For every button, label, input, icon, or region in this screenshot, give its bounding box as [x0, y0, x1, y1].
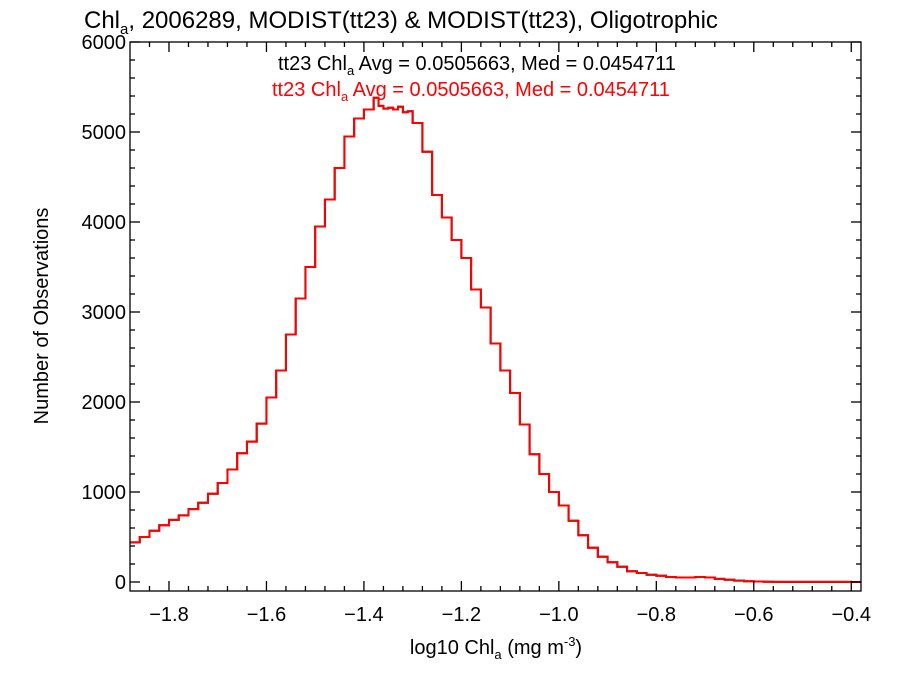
x-tick-label-0: −1.8	[149, 604, 188, 626]
x-axis-label: log10 Chla (mg m-3)	[410, 634, 582, 662]
x-axis-label-subscript: a	[494, 647, 502, 662]
ticks-layer: −1.8 −1.6 −1.4 −1.2 −1.0 −0.8 −0.6 −0.4 0 1000 200…	[82, 32, 871, 626]
annotation-black: tt23 Chla Avg = 0.0505663, Med = 0.04547…	[278, 53, 676, 78]
x-tick-label-3: −1.2	[442, 604, 481, 626]
x-axis-label-superscript: -3	[564, 634, 576, 649]
x-tick-label-7: −0.4	[832, 604, 871, 626]
x-tick-label-1: −1.6	[247, 604, 286, 626]
y-tick-label-4: 4000	[82, 212, 127, 234]
chart-title-prefix: Chl	[84, 7, 120, 34]
series-line-2	[130, 96, 861, 583]
annotation-red-text: Avg = 0.0505663, Med = 0.0454711	[348, 79, 670, 101]
y-tick-label-6: 6000	[82, 32, 127, 54]
y-tick-label-2: 2000	[82, 392, 127, 414]
x-axis-label-prefix: log10 Chl	[410, 637, 495, 659]
annotation-black-prefix: tt23 Chl	[278, 53, 347, 75]
x-axis-label-suffix: )	[575, 637, 582, 659]
y-axis-label: Number of Observations	[31, 208, 53, 425]
annotation-red-subscript: a	[341, 89, 349, 104]
x-tick-label-6: −0.6	[734, 604, 773, 626]
series-line-1	[130, 96, 861, 583]
plot-frame	[129, 41, 862, 592]
chart-title-subscript: a	[120, 21, 129, 38]
x-axis-label-mid: (mg m	[502, 637, 564, 659]
annotation-black-subscript: a	[347, 63, 355, 78]
annotation-red: tt23 Chla Avg = 0.0505663, Med = 0.04547…	[272, 79, 670, 104]
y-tick-label-1: 1000	[82, 482, 127, 504]
series-layer	[130, 96, 861, 583]
chart-title: Chla, 2006289, MODIST(tt23) & MODIST(tt2…	[84, 7, 718, 38]
x-tick-label-2: −1.4	[344, 604, 383, 626]
chart-title-rest: , 2006289, MODIST(tt23) & MODIST(tt23), …	[128, 7, 718, 34]
y-tick-label-0: 0	[115, 572, 126, 594]
x-tick-label-5: −0.8	[637, 604, 676, 626]
y-tick-label-3: 3000	[82, 302, 127, 324]
y-tick-label-5: 5000	[82, 122, 127, 144]
x-tick-label-4: −1.0	[539, 604, 578, 626]
annotation-red-prefix: tt23 Chl	[272, 79, 341, 101]
annotation-black-text: Avg = 0.0505663, Med = 0.0454711	[354, 53, 676, 75]
